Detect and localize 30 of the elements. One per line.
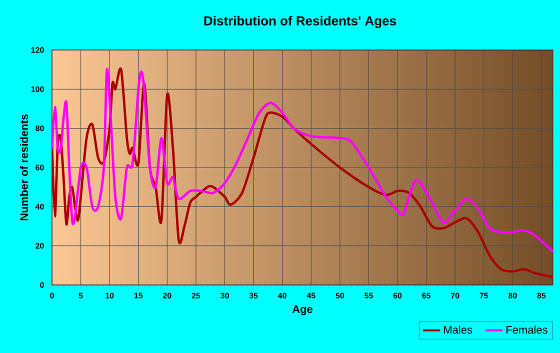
- y-tick-label: 40: [35, 204, 44, 210]
- x-axis-title: Age: [292, 305, 313, 316]
- chart-title: Distribution of Residents' Ages: [204, 16, 396, 28]
- y-axis-title: Number of residents: [20, 114, 28, 220]
- x-tick-label: 80: [508, 292, 517, 298]
- x-tick-label: 75: [480, 292, 488, 298]
- y-tick-label: 80: [36, 125, 44, 132]
- legend-label: Males: [444, 326, 472, 334]
- y-tick-label: 100: [31, 86, 44, 92]
- x-tick-label: 20: [163, 292, 172, 298]
- x-tick-label: 45: [306, 292, 316, 298]
- x-tick-label: 50: [336, 292, 344, 298]
- y-tick-label: 60: [36, 164, 44, 170]
- x-tick-label: 15: [134, 292, 143, 298]
- x-tick-label: 55: [364, 292, 373, 298]
- x-tick-label: 10: [106, 292, 114, 298]
- x-tick-label: 85: [537, 292, 546, 298]
- x-tick-label: 70: [450, 292, 460, 298]
- x-tick-label: 30: [220, 292, 229, 298]
- x-tick-label: 0: [50, 292, 54, 298]
- y-tick-label: 20: [36, 242, 44, 249]
- x-tick-label: 40: [278, 292, 286, 298]
- x-tick-label: 5: [78, 292, 83, 298]
- x-tick-label: 60: [393, 292, 402, 298]
- x-tick-label: 25: [192, 292, 200, 298]
- y-tick-label: 0: [40, 282, 44, 288]
- x-tick-label: 35: [249, 292, 258, 298]
- y-tick-label: 120: [31, 47, 44, 53]
- x-tick-label: 65: [422, 292, 431, 298]
- legend-label: Females: [506, 326, 548, 334]
